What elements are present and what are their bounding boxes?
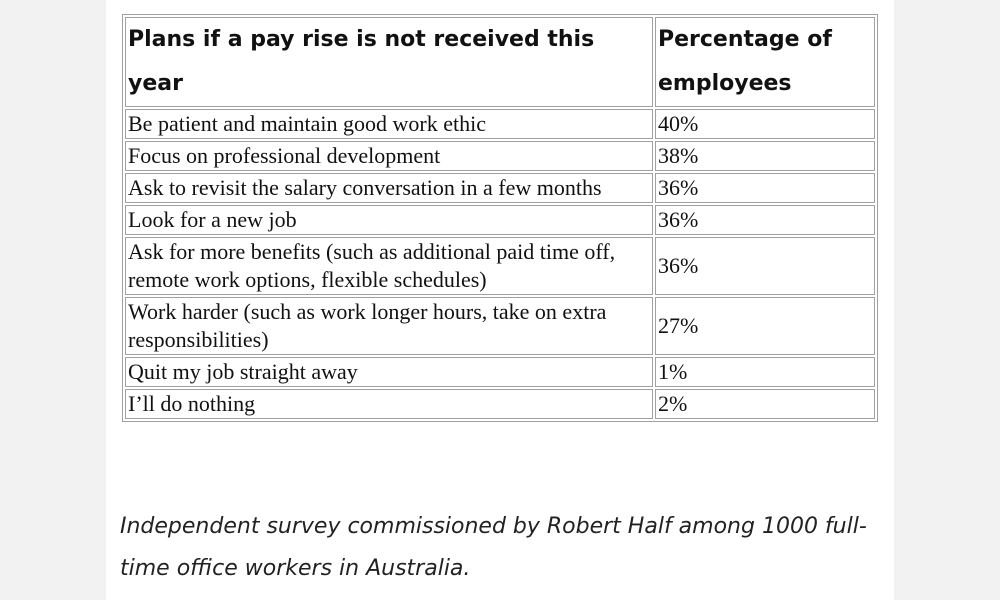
row-percentage-cell: 40% <box>655 109 875 139</box>
row-plan-cell: Ask to revisit the salary conversation i… <box>125 173 653 203</box>
row-plan-cell: Work harder (such as work longer hours, … <box>125 297 653 355</box>
table-row: Look for a new job 36% <box>125 205 875 235</box>
row-percentage-cell: 36% <box>655 205 875 235</box>
header-plan: Plans if a pay rise is not received this… <box>125 17 653 107</box>
row-plan-cell: I’ll do nothing <box>125 389 653 419</box>
row-percentage-cell: 2% <box>655 389 875 419</box>
row-plan-cell: Focus on professional development <box>125 141 653 171</box>
row-percentage-cell: 38% <box>655 141 875 171</box>
row-percentage-cell: 36% <box>655 237 875 295</box>
row-plan-cell: Ask for more benefits (such as additiona… <box>125 237 653 295</box>
survey-caption: Independent survey commissioned by Rober… <box>120 514 867 581</box>
table-row: Ask for more benefits (such as additiona… <box>125 237 875 295</box>
row-percentage-cell: 36% <box>655 173 875 203</box>
table-row: I’ll do nothing 2% <box>125 389 875 419</box>
table-row: Work harder (such as work longer hours, … <box>125 297 875 355</box>
table-row: Quit my job straight away 1% <box>125 357 875 387</box>
row-plan-cell: Quit my job straight away <box>125 357 653 387</box>
table-row: Focus on professional development 38% <box>125 141 875 171</box>
row-percentage-cell: 27% <box>655 297 875 355</box>
table-row: Be patient and maintain good work ethic … <box>125 109 875 139</box>
header-percentage: Percentage of employees <box>655 17 875 107</box>
table-header-row: Plans if a pay rise is not received this… <box>125 17 875 107</box>
row-percentage-cell: 1% <box>655 357 875 387</box>
table-row: Ask to revisit the salary conversation i… <box>125 173 875 203</box>
row-plan-cell: Be patient and maintain good work ethic <box>125 109 653 139</box>
article-body: Plans if a pay rise is not received this… <box>106 0 894 600</box>
row-plan-cell: Look for a new job <box>125 205 653 235</box>
survey-table: Plans if a pay rise is not received this… <box>122 14 878 422</box>
